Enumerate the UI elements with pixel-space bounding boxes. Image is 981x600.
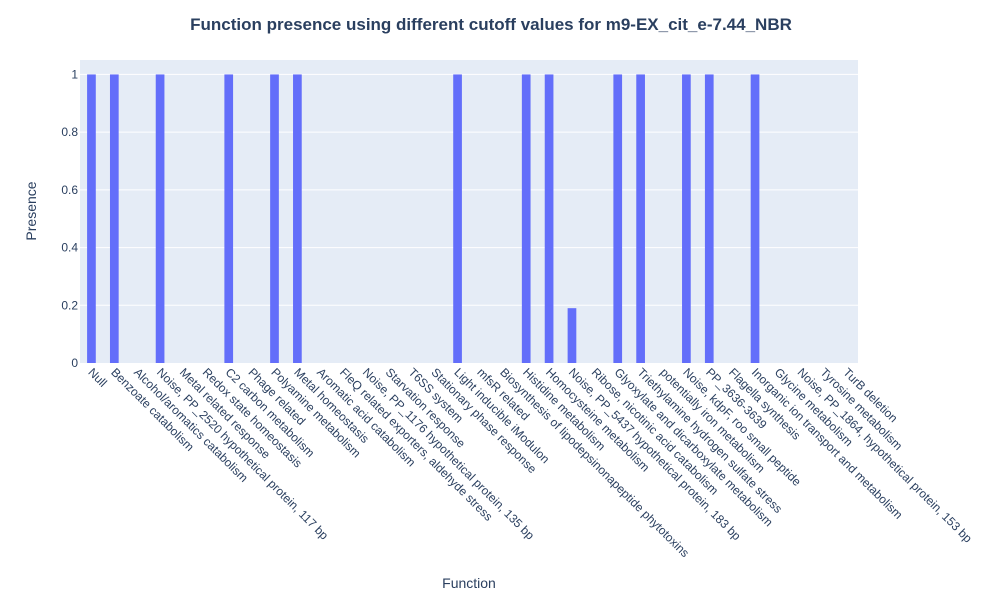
y-tick-label: 0 bbox=[71, 356, 78, 370]
x-tick-label: Null bbox=[85, 365, 110, 390]
bar bbox=[224, 74, 234, 363]
bar bbox=[636, 74, 645, 363]
bar bbox=[109, 74, 119, 363]
chart-title: Function presence using different cutoff… bbox=[190, 15, 792, 34]
y-tick-label: 0.8 bbox=[61, 125, 78, 139]
bar bbox=[613, 74, 623, 363]
bar bbox=[155, 74, 165, 363]
plot-background bbox=[80, 60, 858, 363]
bar bbox=[544, 74, 554, 363]
bar bbox=[521, 74, 531, 363]
bar bbox=[293, 74, 302, 363]
bar bbox=[87, 74, 96, 363]
x-tick-label: Noise, PP_1864, hypothetical protein, 15… bbox=[795, 365, 975, 545]
bar bbox=[750, 74, 760, 363]
y-axis-title: Presence bbox=[23, 181, 39, 240]
gridlines bbox=[80, 73, 858, 306]
y-tick-label: 0.4 bbox=[61, 241, 78, 255]
y-tick-label: 0.2 bbox=[61, 298, 78, 312]
bar bbox=[682, 74, 691, 363]
bars bbox=[87, 74, 760, 363]
y-tick-label: 0.6 bbox=[61, 183, 78, 197]
bar bbox=[270, 74, 279, 363]
bar bbox=[704, 74, 714, 363]
y-tick-label: 1 bbox=[71, 67, 78, 81]
y-axis-ticks: 0 0.2 0.4 0.6 0.8 1 bbox=[61, 67, 78, 370]
bar bbox=[453, 74, 462, 363]
bar bbox=[567, 308, 577, 363]
x-axis-title: Function bbox=[442, 575, 496, 591]
